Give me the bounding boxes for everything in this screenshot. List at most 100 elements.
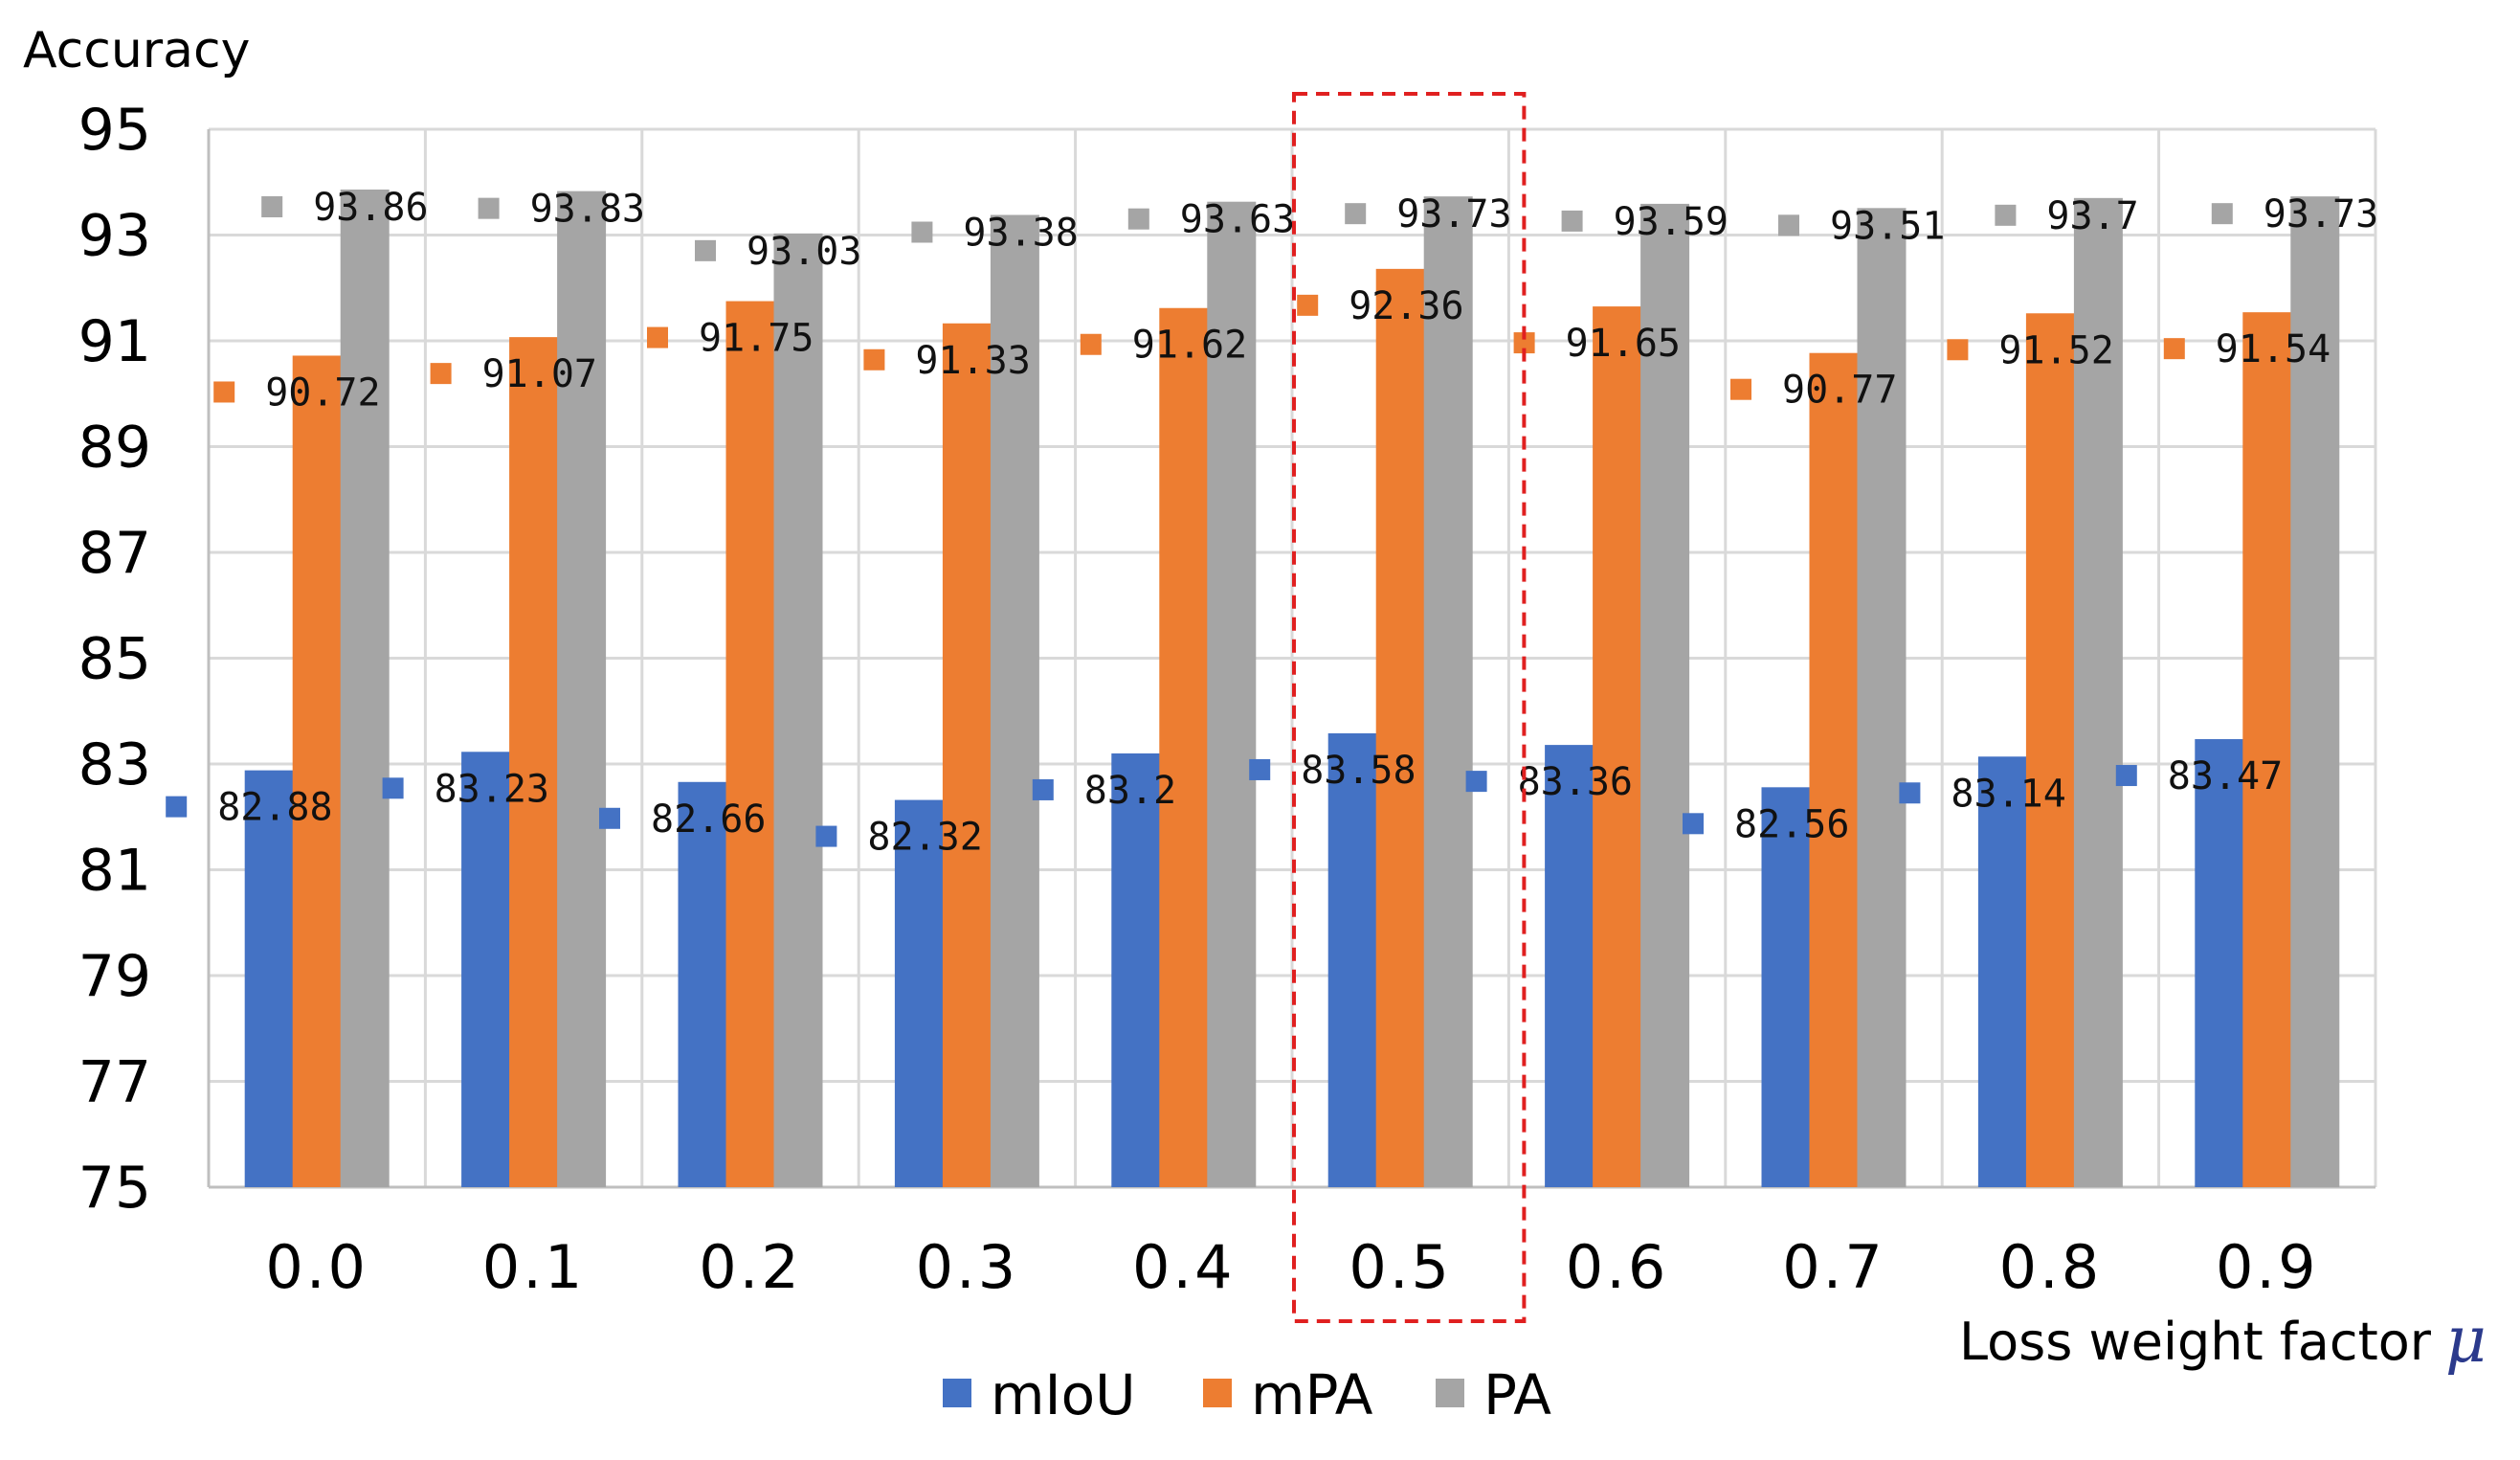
x-axis-title: Loss weight factor [1959,1312,2432,1372]
label-marker [1730,378,1751,400]
bar-PA-0.8 [2073,197,2123,1188]
data-label-mIoU: 82.56 [1734,802,1849,846]
label-marker [1513,332,1535,354]
y-tick-label: 75 [78,1155,151,1222]
bar-mIoU-0.2 [678,781,727,1187]
data-label-mIoU: 82.88 [217,786,332,830]
legend: mIoU mPA PA [943,1362,1551,1427]
y-tick-label: 81 [78,838,151,905]
bar-mIoU-0.5 [1327,732,1377,1187]
data-label-mIoU: 83.14 [1951,772,2065,816]
y-tick-label: 79 [78,943,151,1010]
y-tick-label: 91 [78,308,151,375]
data-label-mIoU: 83.47 [2168,754,2283,798]
label-marker [1249,758,1271,780]
label-marker [1778,214,1799,236]
y-tick-label: 83 [78,731,151,798]
label-marker [2115,765,2137,787]
legend-label-PA: PA [1483,1362,1551,1427]
y-tick-label: 95 [78,97,151,164]
data-label-mPA: 91.07 [482,352,597,396]
label-marker [1297,294,1319,316]
data-label-PA: 93.73 [1396,192,1511,236]
data-label-PA: 93.59 [1614,200,1728,244]
bar-mPA-0.1 [509,337,559,1187]
x-tick-label: 0.5 [1349,1232,1452,1302]
bar-mPA-0.3 [942,323,992,1188]
bar-PA-0.6 [1640,203,1690,1188]
bar-PA-0.3 [990,214,1039,1187]
data-label-PA: 93.51 [1830,204,1945,248]
x-tick-label: 0.1 [482,1232,586,1302]
data-label-mPA: 91.33 [915,339,1030,383]
bar-PA-0.1 [557,191,607,1188]
label-marker [1345,203,1367,225]
data-label-mPA: 90.77 [1782,369,1897,413]
label-marker [863,348,885,371]
x-tick-label: 0.2 [699,1232,802,1302]
bar-PA-0.9 [2290,196,2340,1188]
label-marker [213,381,235,403]
label-marker [261,195,283,217]
y-tick-label: 93 [78,203,151,270]
data-label-mPA: 91.54 [2216,327,2330,371]
x-tick-label: 0.6 [1566,1232,1669,1302]
data-label-mPA: 92.36 [1349,284,1463,328]
bar-mIoU-0.4 [1111,752,1161,1187]
bar-mIoU-0.3 [894,799,944,1187]
data-label-PA: 93.03 [747,230,861,274]
label-marker [911,221,933,243]
data-label-PA: 93.86 [313,186,428,230]
bar-mIoU-0.0 [244,770,294,1187]
y-axis-ticks: 75 77 79 81 83 85 87 89 91 93 95 [78,97,151,1222]
bar-PA-0.4 [1207,201,1257,1187]
highlight-box-0-5 [1292,92,1527,1323]
y-tick-label: 85 [78,626,151,693]
bar-mPA-0.8 [2025,313,2075,1187]
label-marker [1465,771,1487,793]
bar-PA-0.0 [340,189,390,1188]
bar-PA-0.7 [1857,208,1907,1187]
bar-mPA-0.9 [2242,312,2292,1187]
x-axis-ticks: 0.0 0.1 0.2 0.3 0.4 0.5 0.6 0.7 0.8 0.9 [265,1232,2315,1302]
data-label-PA: 93.38 [963,212,1078,256]
label-marker [2211,203,2233,225]
y-tick-label: 87 [78,520,151,587]
label-marker [166,796,188,818]
data-label-mPA: 91.52 [1998,328,2113,372]
data-label-mPA: 91.65 [1566,322,1681,366]
bar-PA-0.5 [1423,196,1473,1188]
data-label-PA: 93.7 [2046,194,2138,238]
data-label-mIoU: 83.36 [1518,760,1633,804]
label-marker [1995,204,2017,226]
bar-mPA-0.5 [1375,268,1425,1187]
x-tick-label: 0.4 [1132,1232,1236,1302]
label-marker [1032,778,1054,800]
label-marker [1127,208,1149,230]
label-marker [478,197,500,219]
label-marker [599,807,620,829]
mu-symbol: μ [2445,1303,2487,1377]
x-tick-label: 0.0 [265,1232,368,1302]
bar-PA-0.2 [773,233,823,1187]
bar-mIoU-0.9 [2195,739,2244,1187]
data-label-mIoU: 83.58 [1301,749,1416,793]
data-label-PA: 93.63 [1180,198,1295,242]
legend-swatch-mPA [1203,1379,1232,1407]
label-marker [1561,210,1583,232]
label-marker [1080,333,1102,355]
data-label-mIoU: 83.2 [1084,769,1176,813]
bars [244,189,2340,1188]
bar-mPA-0.6 [1593,306,1642,1187]
x-tick-label: 0.7 [1782,1232,1885,1302]
y-tick-label: 89 [78,415,151,482]
label-marker [382,777,404,799]
data-label-mPA: 91.62 [1132,324,1247,368]
y-axis-title: Accuracy [23,22,250,79]
x-tick-label: 0.3 [916,1232,1019,1302]
bar-mPA-0.2 [725,301,775,1187]
legend-label-mIoU: mIoU [991,1362,1136,1427]
legend-swatch-PA [1436,1379,1464,1407]
bar-mIoU-0.7 [1761,787,1811,1187]
